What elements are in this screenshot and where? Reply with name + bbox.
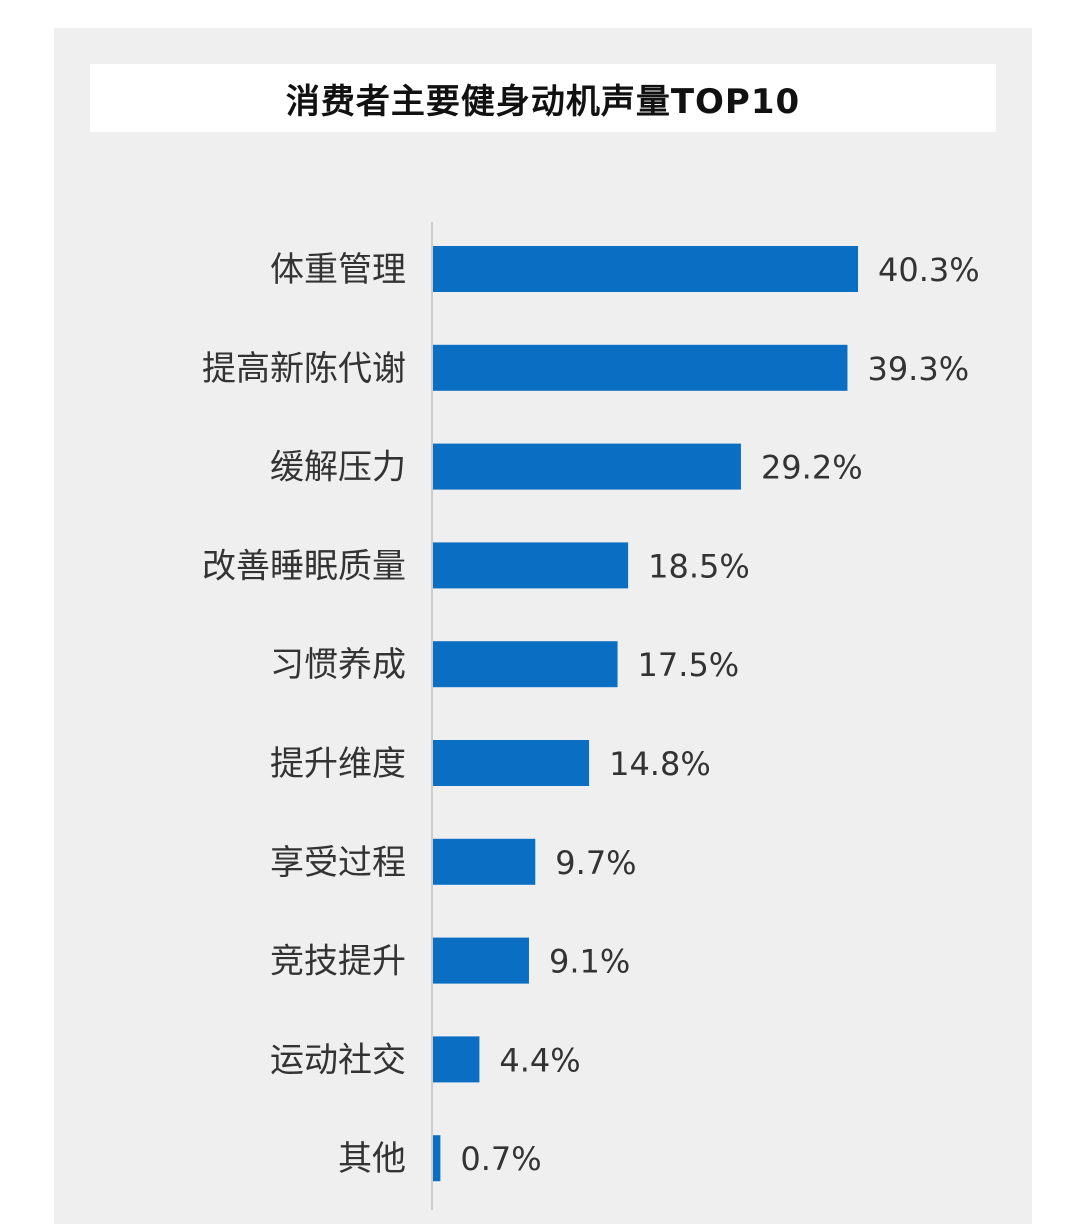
bar-8 <box>433 937 529 984</box>
value-label-7: 9.7% <box>555 844 636 882</box>
category-label-2: 提高新陈代谢 <box>202 349 406 389</box>
category-label-4: 改善睡眠质量 <box>202 546 406 586</box>
category-label-9: 运动社交 <box>270 1040 406 1080</box>
value-label-5: 17.5% <box>638 646 740 684</box>
value-label-6: 14.8% <box>609 745 711 783</box>
category-label-3: 缓解压力 <box>270 448 406 488</box>
bar-6 <box>433 740 590 786</box>
bar-5 <box>433 641 618 688</box>
category-label-6: 提升维度 <box>270 744 406 784</box>
bar-10 <box>433 1135 441 1182</box>
category-label-8: 竞技提升 <box>270 942 406 982</box>
category-label-1: 体重管理 <box>270 250 406 290</box>
value-label-1: 40.3% <box>878 251 980 289</box>
bar-7 <box>433 838 536 885</box>
value-label-3: 29.2% <box>761 449 863 487</box>
bar-9 <box>433 1036 480 1083</box>
bar-2 <box>433 344 848 391</box>
value-label-2: 39.3% <box>867 350 969 388</box>
bars-group: 体重管理 40.3% 提高新陈代谢 39.3% 缓解压力 29.2% 改善睡眠质量 18.5%… <box>202 246 980 1182</box>
value-label-9: 4.4% <box>499 1041 580 1079</box>
category-label-10: 其他 <box>338 1139 406 1179</box>
value-label-4: 18.5% <box>648 547 750 585</box>
chart-title-box: 消费者主要健身动机声量TOP10 <box>90 64 996 132</box>
category-label-5: 习惯养成 <box>270 645 406 685</box>
chart-title: 消费者主要健身动机声量TOP10 <box>285 81 801 122</box>
category-label-7: 享受过程 <box>270 843 406 883</box>
chart-panel <box>54 28 1032 1224</box>
value-label-8: 9.1% <box>549 943 630 981</box>
bar-1 <box>433 246 858 292</box>
bar-4 <box>433 542 629 589</box>
bar-3 <box>433 443 741 490</box>
value-label-10: 0.7% <box>460 1140 541 1178</box>
